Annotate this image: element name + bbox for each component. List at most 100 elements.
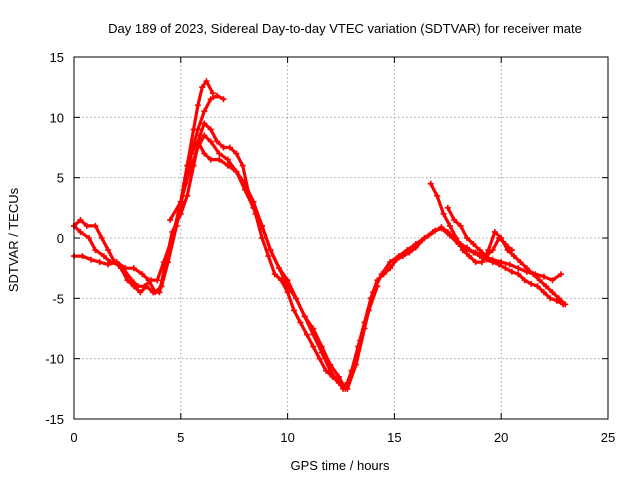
data-point <box>207 126 214 133</box>
x-tick-label: 15 <box>387 430 401 445</box>
data-point <box>476 247 483 254</box>
data-point <box>143 283 150 290</box>
data-point <box>521 277 528 284</box>
data-point <box>194 126 201 133</box>
data-point <box>348 367 355 374</box>
data-point <box>88 256 95 263</box>
y-tick-label: -10 <box>45 352 64 367</box>
data-point <box>327 361 334 368</box>
data-point <box>216 156 223 163</box>
data-point <box>502 265 509 272</box>
data-point <box>216 150 223 157</box>
data-point <box>201 120 208 127</box>
data-point <box>117 265 124 272</box>
data-point <box>177 210 184 217</box>
x-tick-label: 10 <box>280 430 294 445</box>
data-point <box>472 249 479 256</box>
data-point <box>515 271 522 278</box>
data-point <box>387 259 394 266</box>
data-point <box>83 222 90 229</box>
data-point <box>421 235 428 241</box>
data-point <box>291 307 298 314</box>
data-point <box>130 283 137 290</box>
data-point <box>515 265 522 272</box>
data-point <box>517 259 524 266</box>
data-point <box>457 222 464 229</box>
y-tick-label: 0 <box>57 231 64 246</box>
data-point <box>188 150 195 157</box>
data-point <box>284 283 291 290</box>
data-point <box>327 367 334 374</box>
data-point <box>335 373 342 380</box>
data-point <box>184 192 191 199</box>
data-point <box>440 210 447 217</box>
data-point <box>543 283 550 290</box>
data-point <box>310 325 317 332</box>
data-point <box>489 256 496 263</box>
x-tick-label: 5 <box>177 430 184 445</box>
data-point <box>224 156 231 163</box>
series-trace-4 <box>167 132 565 392</box>
data-point <box>77 216 84 223</box>
data-point <box>201 150 208 157</box>
data-point <box>387 265 394 272</box>
data-point <box>156 289 163 296</box>
data-point <box>508 247 515 254</box>
data-point <box>540 273 547 280</box>
data-point <box>241 180 248 187</box>
data-point <box>429 228 436 235</box>
y-axis-label: SDTVAR / TECUs <box>6 187 21 292</box>
data-point <box>562 301 569 308</box>
data-point <box>276 265 283 272</box>
data-point <box>404 247 411 254</box>
data-point <box>489 247 496 254</box>
data-point <box>194 102 201 109</box>
data-point <box>199 84 206 91</box>
data-point <box>491 228 498 235</box>
data-point <box>203 78 210 85</box>
data-point <box>459 247 466 254</box>
data-point <box>446 232 453 239</box>
data-point <box>478 259 485 266</box>
data-point <box>318 343 325 350</box>
data-point <box>214 92 221 99</box>
data-point <box>434 192 441 199</box>
data-point <box>558 271 565 278</box>
y-tick-label: 15 <box>50 50 64 65</box>
data-point <box>250 198 257 205</box>
chart-title: Day 189 of 2023, Sidereal Day-to-day VTE… <box>108 21 582 36</box>
data-point <box>207 138 214 145</box>
data-point <box>92 222 99 229</box>
y-tick-label: -5 <box>52 291 64 306</box>
series-trace-6 <box>427 180 569 308</box>
data-point <box>79 253 86 260</box>
data-point <box>365 307 372 314</box>
data-point <box>137 289 144 296</box>
data-point <box>470 241 477 248</box>
data-point <box>446 222 453 229</box>
data-point <box>167 216 174 223</box>
data-point <box>511 253 518 260</box>
x-tick-label: 20 <box>494 430 508 445</box>
axis-ticks <box>73 56 609 420</box>
data-point <box>297 319 304 326</box>
data-point <box>472 259 479 266</box>
data-point <box>85 235 92 241</box>
tick-labels: 0 5 10 15 20 25 -15 -10 -5 0 5 10 15 <box>45 50 615 445</box>
data-point <box>224 162 231 169</box>
data-point <box>139 271 146 278</box>
data-point <box>310 343 317 350</box>
data-point <box>316 355 323 362</box>
data-point <box>194 138 201 145</box>
data-point <box>145 277 152 284</box>
data-point <box>177 198 184 205</box>
data-point <box>124 277 131 284</box>
data-point <box>233 168 240 175</box>
data-point <box>438 225 445 232</box>
data-point <box>209 90 216 97</box>
data-point <box>395 253 402 260</box>
series-trace-3 <box>71 120 567 392</box>
data-point <box>464 235 471 241</box>
series-line <box>429 182 567 306</box>
